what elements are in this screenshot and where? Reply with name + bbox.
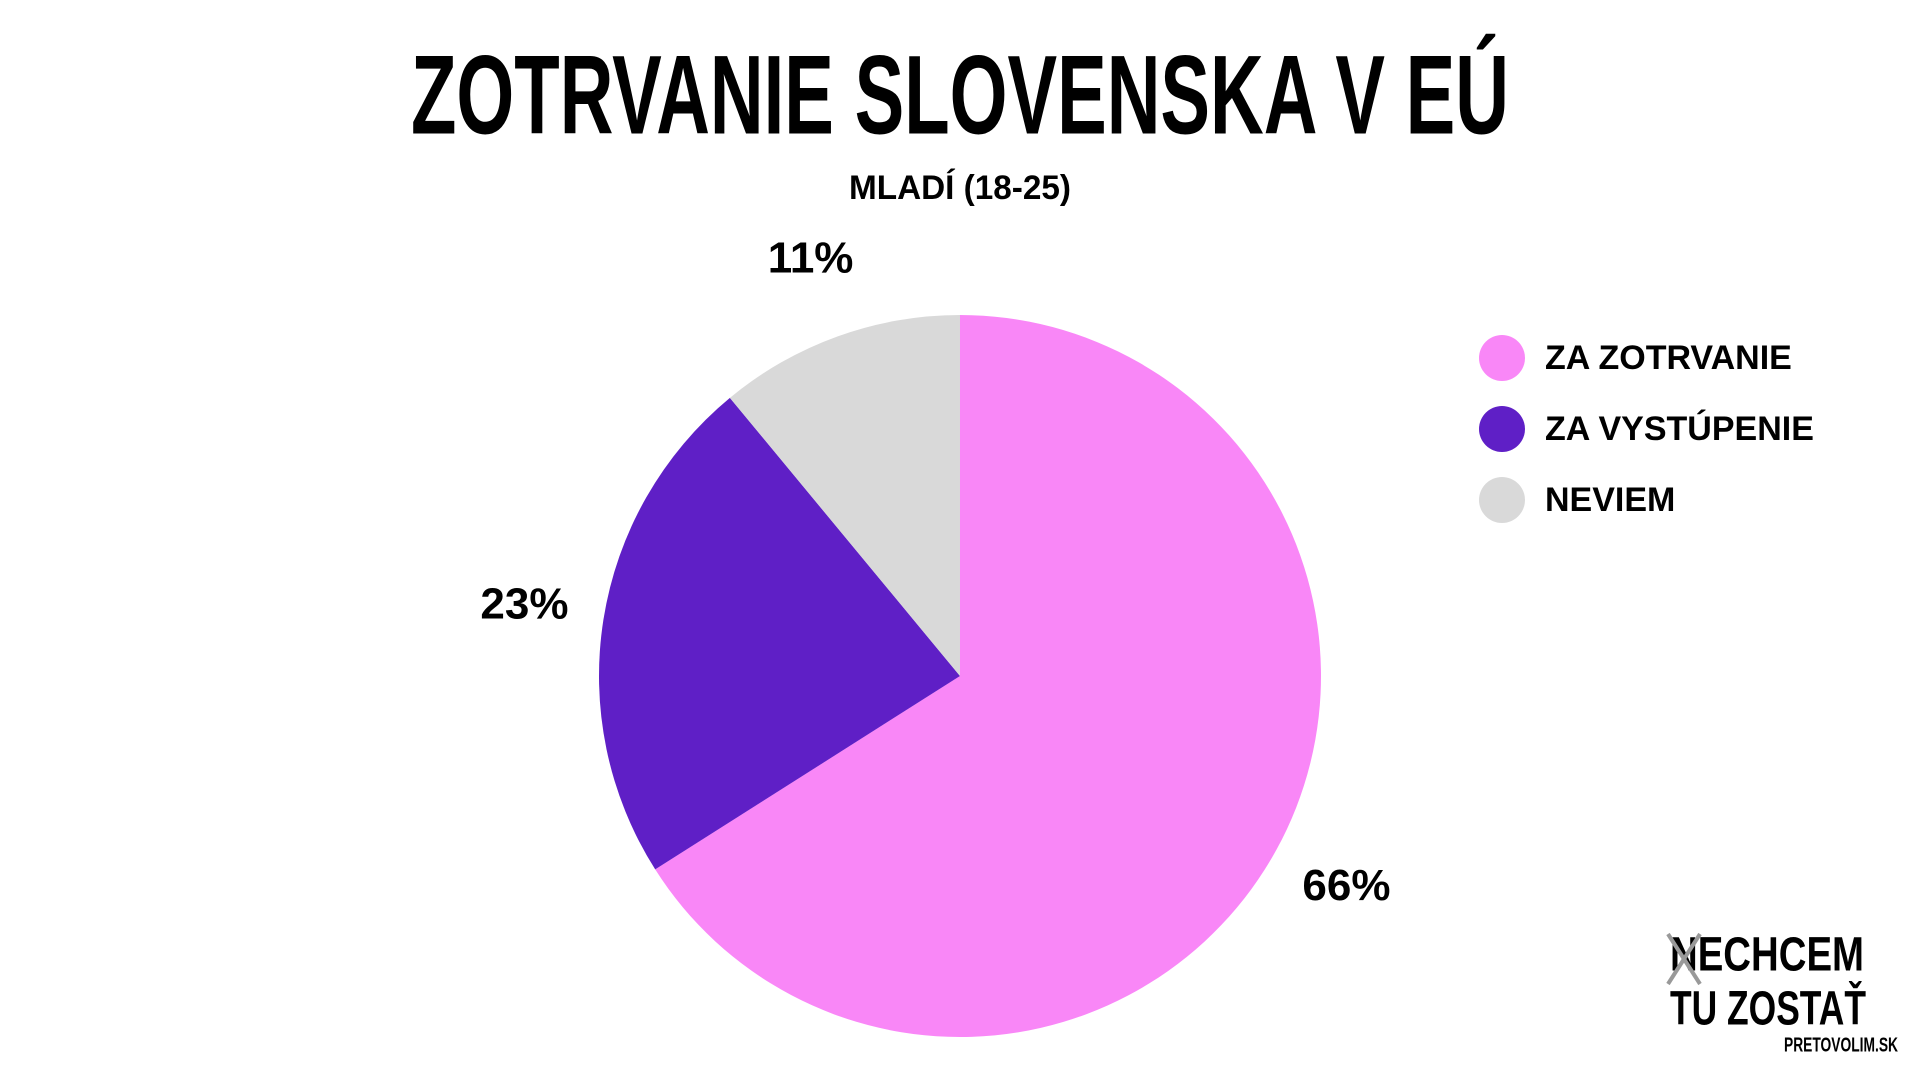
data-label: 11%	[768, 234, 854, 283]
chart-subtitle: MLADÍ (18-25)	[849, 169, 1071, 207]
legend-swatch	[1479, 477, 1525, 523]
legend-label: ZA ZOTRVANIE	[1545, 339, 1792, 377]
chart-title: ZOTRVANIE SLOVENSKA V EÚ	[411, 33, 1509, 158]
legend-swatch	[1479, 406, 1525, 452]
legend-label: NEVIEM	[1545, 481, 1675, 519]
data-label: 23%	[480, 580, 568, 629]
logo-line: NECHCEM	[1670, 929, 1864, 982]
pie-slice	[729, 315, 960, 676]
pie-slice	[599, 397, 960, 870]
logo-line: TU ZOSTAŤ	[1670, 981, 1866, 1036]
pie-slice	[655, 315, 1321, 1038]
data-label: 66%	[1302, 861, 1390, 910]
logo-site: PRETOVOLIM.SK	[1784, 1034, 1898, 1056]
logo-cross	[1666, 932, 1702, 986]
logo: NECHCEM TU ZOSTAŤ PRETOVOLIM.SK	[1666, 929, 1898, 1056]
legend-swatch	[1479, 335, 1525, 381]
legend-label: ZA VYSTÚPENIE	[1545, 410, 1814, 448]
